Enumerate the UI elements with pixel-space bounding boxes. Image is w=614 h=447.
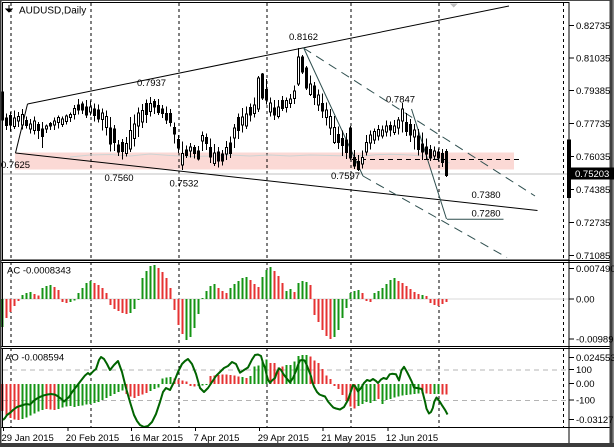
svg-text:0.82735: 0.82735	[576, 21, 610, 32]
svg-text:0.79385: 0.79385	[576, 86, 610, 97]
svg-text:21 May 2015: 21 May 2015	[321, 433, 376, 444]
svg-text:0.0074904: 0.0074904	[576, 264, 614, 275]
svg-text:16 Mar 2015: 16 Mar 2015	[130, 433, 183, 444]
svg-text:-100: -100	[576, 396, 595, 407]
svg-text:0.75203: 0.75203	[575, 169, 609, 180]
svg-text:0.7280: 0.7280	[472, 209, 501, 220]
svg-text:AO -0.008594: AO -0.008594	[5, 353, 64, 364]
svg-text:12 Jun 2015: 12 Jun 2015	[386, 433, 438, 444]
svg-text:29 Apr 2015: 29 Apr 2015	[258, 433, 309, 444]
svg-text:20 Feb 2015: 20 Feb 2015	[66, 433, 119, 444]
svg-text:0.00: 0.00	[576, 295, 595, 306]
svg-text:0.81035: 0.81035	[576, 54, 610, 65]
svg-text:0.7532: 0.7532	[170, 179, 199, 190]
svg-text:0.72735: 0.72735	[576, 218, 610, 229]
svg-text:0.7625: 0.7625	[1, 160, 30, 171]
svg-text:0.8162: 0.8162	[289, 32, 318, 43]
svg-text:29 Jan 2015: 29 Jan 2015	[2, 433, 54, 444]
svg-text:0.77735: 0.77735	[576, 119, 610, 130]
svg-text:0.7597: 0.7597	[331, 171, 360, 182]
svg-text:0.7937: 0.7937	[137, 78, 166, 89]
svg-text:0.74385: 0.74385	[576, 185, 610, 196]
svg-text:AUDUSD,Daily: AUDUSD,Daily	[19, 6, 86, 17]
svg-text:AC -0.0008343: AC -0.0008343	[7, 266, 71, 277]
svg-text:0.024553: 0.024553	[576, 353, 614, 364]
svg-text:0.7380: 0.7380	[472, 190, 501, 201]
svg-text:7 Apr 2015: 7 Apr 2015	[194, 433, 240, 444]
svg-text:100: 100	[576, 365, 592, 376]
svg-text:0.76035: 0.76035	[576, 152, 610, 163]
svg-text:-0.03127: -0.03127	[576, 415, 614, 426]
svg-text:0.00: 0.00	[576, 379, 595, 390]
svg-text:0.7560: 0.7560	[105, 173, 134, 184]
svg-text:0.7847: 0.7847	[386, 95, 415, 106]
svg-text:-0.0098966: -0.0098966	[576, 335, 614, 346]
svg-text:0.71085: 0.71085	[576, 251, 610, 262]
